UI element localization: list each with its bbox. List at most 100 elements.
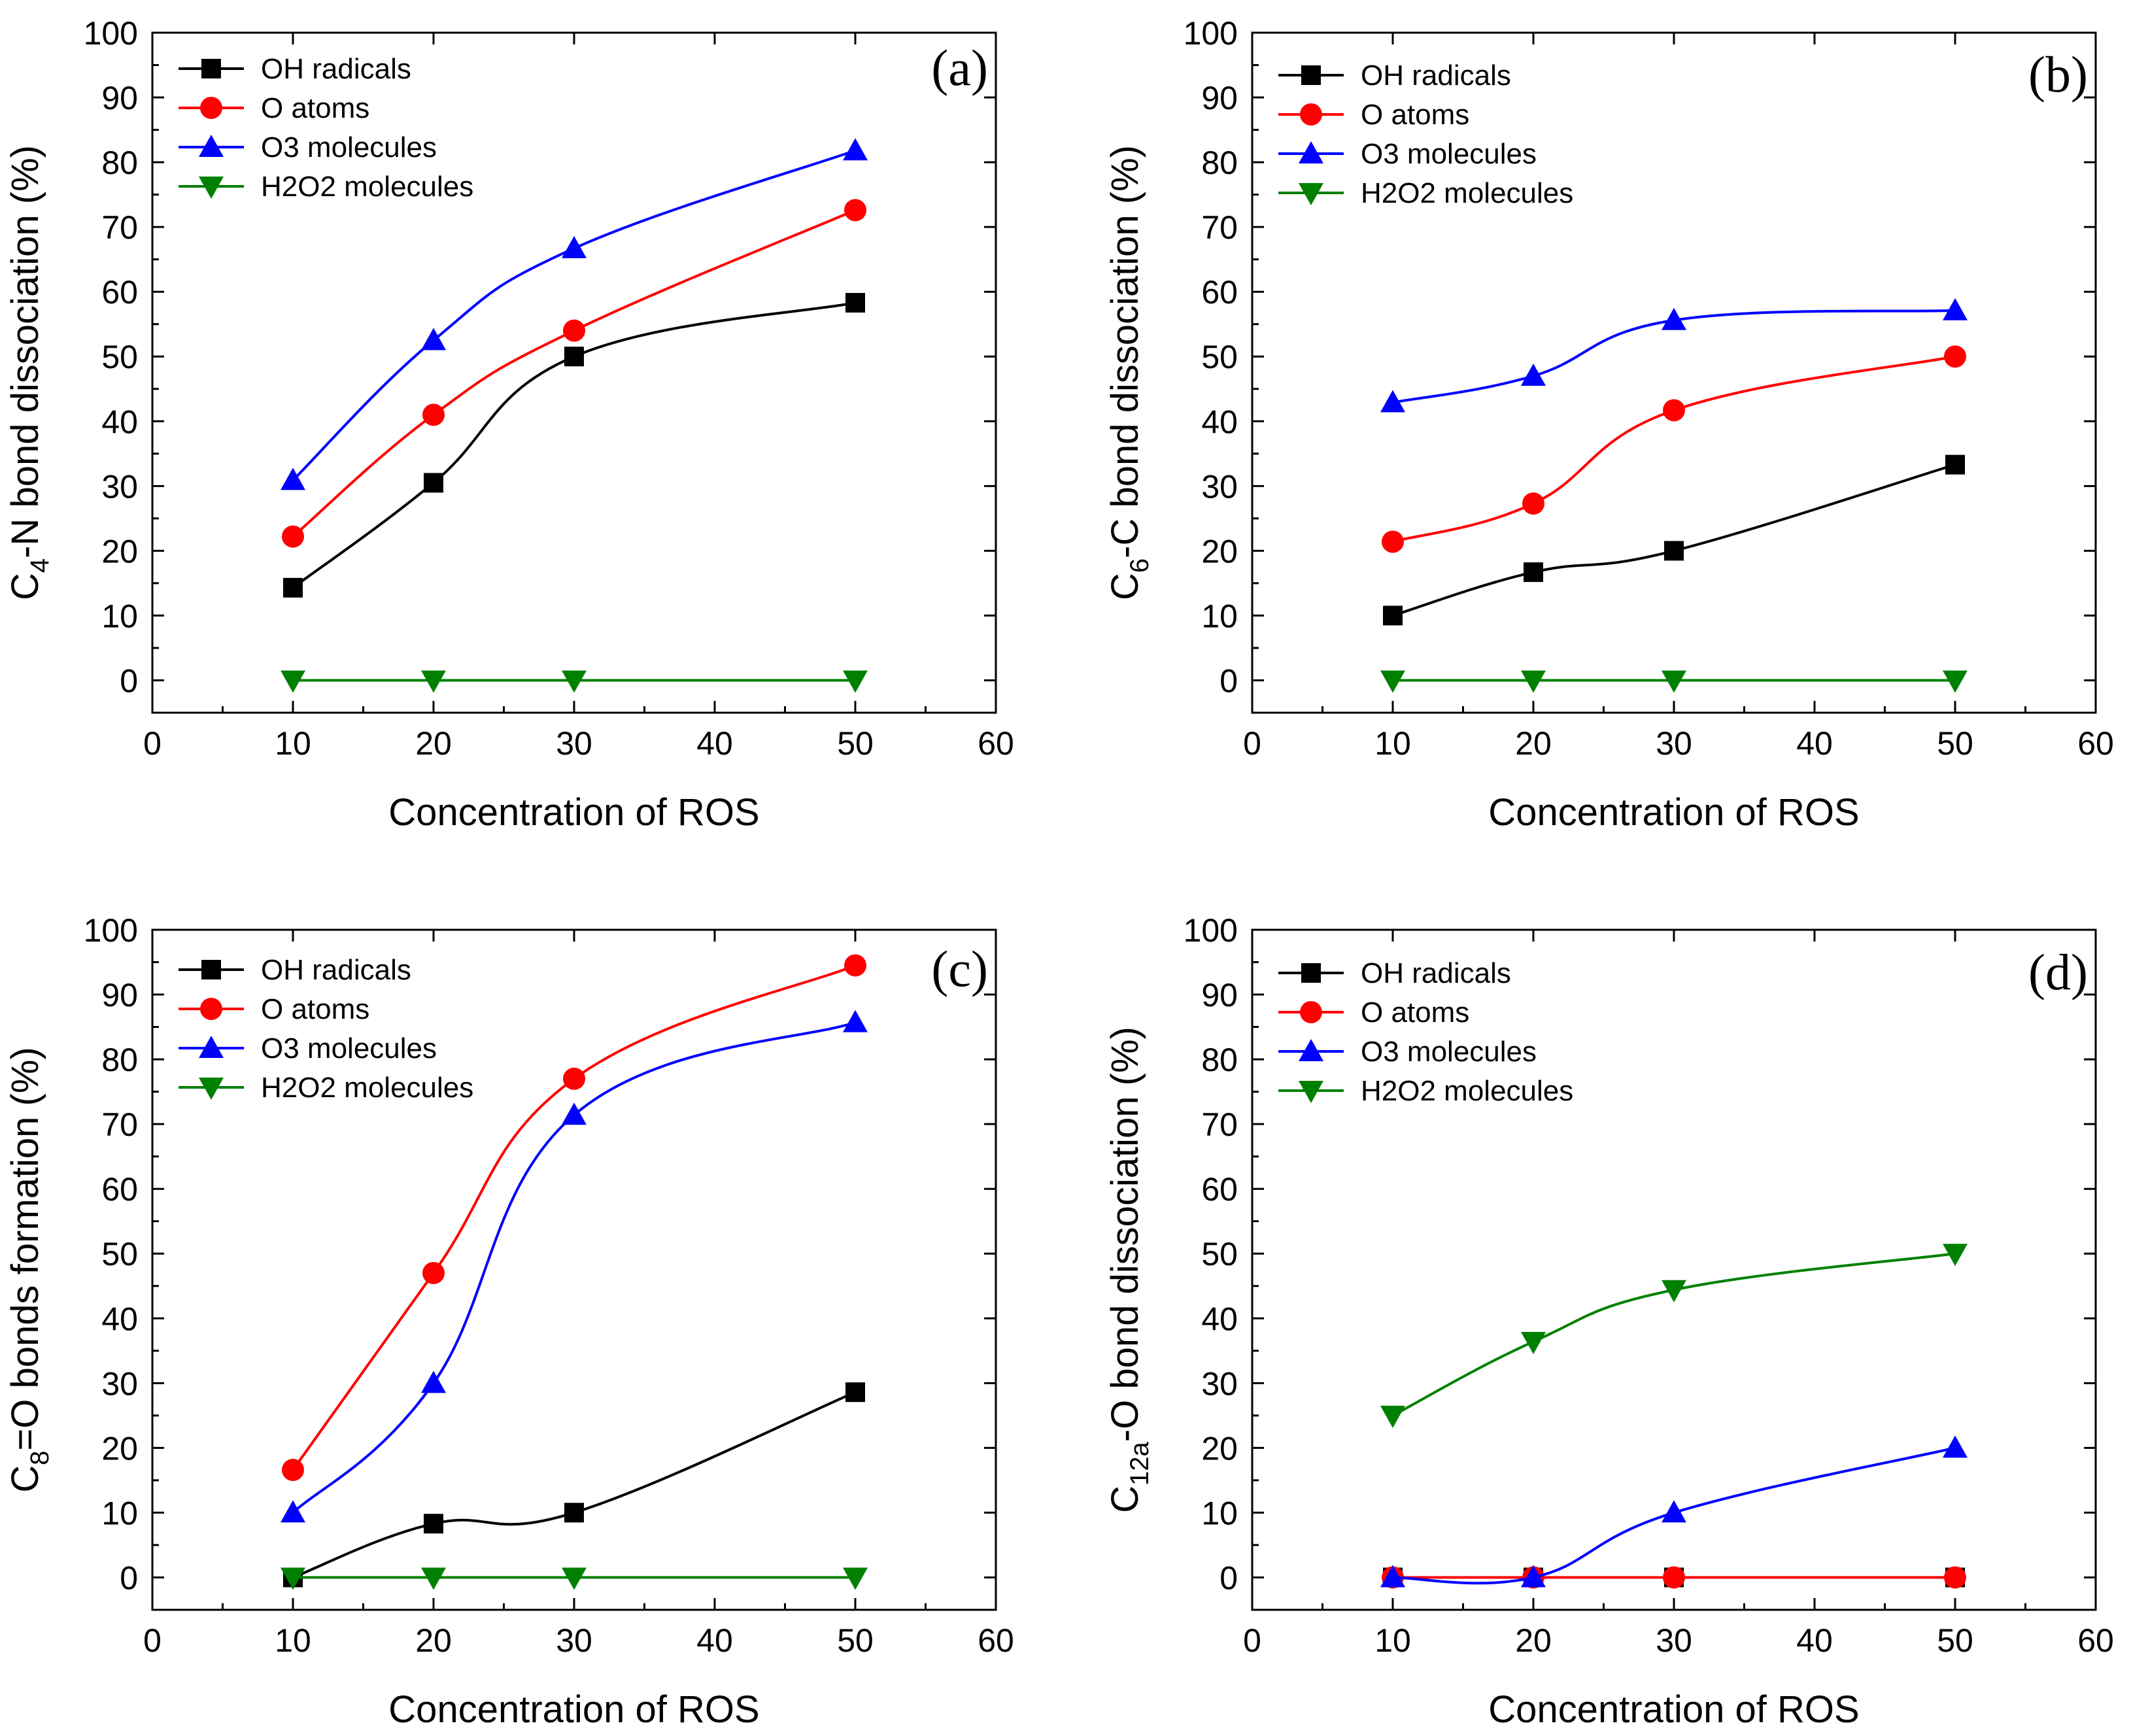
y-tick-label: 0 <box>1219 1559 1238 1596</box>
data-point <box>282 525 304 548</box>
legend-marker <box>201 59 221 78</box>
data-point <box>1943 670 1968 693</box>
y-tick-label: 10 <box>1201 598 1238 634</box>
x-tick-label: 10 <box>275 725 311 762</box>
data-point <box>843 1010 868 1032</box>
data-point <box>1383 605 1403 626</box>
y-tick-label: 80 <box>101 1042 138 1078</box>
data-point <box>1382 530 1404 553</box>
x-tick-label: 20 <box>415 725 452 762</box>
legend-label: O3 molecules <box>1361 1036 1537 1068</box>
legend-marker <box>200 998 222 1020</box>
x-tick-label: 0 <box>143 1622 162 1659</box>
chart-panel: 0 10 20 30 40 50 60 0 10 20 30 40 50 60 70 80 90 100 Conce… <box>1104 912 2114 1731</box>
x-tick-label: 20 <box>1515 725 1552 762</box>
y-tick-label: 50 <box>101 1236 138 1272</box>
x-axis-title: Concentration of ROS <box>1488 791 1859 834</box>
y-axis-title: C8=O bonds formation (%) <box>4 1047 54 1492</box>
y-tick-label: 100 <box>1184 15 1238 52</box>
data-point <box>1380 1405 1405 1428</box>
legend-label: O atoms <box>261 993 369 1025</box>
y-tick-label: 20 <box>101 533 138 570</box>
x-axis-title: Concentration of ROS <box>388 791 759 834</box>
legend-label: OH radicals <box>1361 957 1511 989</box>
x-tick-label: 30 <box>556 725 592 762</box>
chart-panel: 0 10 20 30 40 50 60 0 10 20 30 40 50 60 70 80 90 100 Conce… <box>4 912 1014 1731</box>
data-point <box>1663 1566 1685 1589</box>
legend-marker <box>199 1036 224 1058</box>
x-tick-label: 40 <box>1796 1622 1833 1659</box>
legend-marker <box>1299 1039 1323 1061</box>
data-point <box>1521 1565 1546 1588</box>
y-tick-label: 100 <box>84 912 138 949</box>
x-axis-title: Concentration of ROS <box>1488 1688 1859 1731</box>
series-line <box>292 149 856 481</box>
data-point <box>1943 1435 1968 1458</box>
y-tick-label: 30 <box>1201 468 1238 505</box>
x-tick-label: 30 <box>1656 725 1692 762</box>
series-line <box>1392 463 1956 617</box>
series-line <box>1392 1252 1956 1417</box>
series-line <box>292 964 856 1471</box>
data-point <box>283 577 303 598</box>
x-tick-label: 50 <box>1937 725 1973 762</box>
legend-marker <box>1299 183 1323 205</box>
series-line <box>1392 1446 1956 1585</box>
data-point <box>843 138 868 161</box>
series-line <box>292 301 856 589</box>
y-tick-label: 90 <box>101 977 138 1013</box>
data-point <box>564 347 584 367</box>
legend-label: OH radicals <box>1361 60 1511 92</box>
legend-label: OH radicals <box>261 954 411 986</box>
y-tick-label: 80 <box>1201 145 1238 181</box>
legend-label: OH radicals <box>261 53 411 85</box>
x-tick-label: 30 <box>556 1622 592 1659</box>
data-point <box>562 1102 587 1125</box>
legend-label: O3 molecules <box>261 131 437 163</box>
series-line <box>1392 355 1956 543</box>
legend-marker <box>1301 963 1321 983</box>
y-axis-title: C12a-O bond dissociation (%) <box>1104 1027 1154 1513</box>
x-tick-label: 0 <box>1243 725 1261 762</box>
legend-marker <box>1300 103 1322 126</box>
x-axis-title: Concentration of ROS <box>388 1688 759 1731</box>
data-point <box>1380 1565 1405 1588</box>
y-axis-title: C4-N bond dissociation (%) <box>4 145 54 600</box>
y-tick-label: 30 <box>101 1365 138 1402</box>
legend-label: O atoms <box>1361 99 1469 131</box>
legend-marker <box>1299 1081 1323 1103</box>
y-tick-label: 80 <box>101 145 138 181</box>
data-point <box>564 1503 584 1523</box>
x-tick-label: 50 <box>1937 1622 1973 1659</box>
legend-marker <box>199 1078 224 1100</box>
y-tick-label: 50 <box>1201 339 1238 375</box>
y-tick-label: 90 <box>101 80 138 116</box>
data-point <box>844 199 866 222</box>
legend-label: O atoms <box>261 92 369 124</box>
y-tick-label: 70 <box>1201 1106 1238 1143</box>
x-tick-label: 40 <box>696 725 733 762</box>
y-tick-label: 50 <box>1201 1236 1238 1272</box>
data-point <box>1945 454 1965 475</box>
data-point <box>563 1067 585 1090</box>
data-point <box>843 670 868 693</box>
y-tick-label: 0 <box>1219 662 1238 699</box>
y-tick-label: 10 <box>101 1495 138 1531</box>
y-tick-label: 40 <box>1201 1301 1238 1337</box>
data-point <box>422 1261 445 1284</box>
y-tick-label: 60 <box>101 1171 138 1208</box>
data-point <box>1944 1566 1966 1589</box>
x-tick-label: 40 <box>696 1622 733 1659</box>
data-point <box>1524 562 1543 583</box>
x-tick-label: 50 <box>837 725 874 762</box>
data-point <box>281 1500 305 1523</box>
data-point <box>421 670 446 693</box>
y-tick-label: 40 <box>101 403 138 440</box>
x-tick-label: 10 <box>1374 1622 1411 1659</box>
y-tick-label: 40 <box>101 1301 138 1337</box>
data-point <box>1521 670 1546 693</box>
y-tick-label: 30 <box>1201 1365 1238 1402</box>
y-tick-label: 80 <box>1201 1042 1238 1078</box>
data-point <box>282 1459 304 1482</box>
y-tick-label: 100 <box>1184 912 1238 949</box>
